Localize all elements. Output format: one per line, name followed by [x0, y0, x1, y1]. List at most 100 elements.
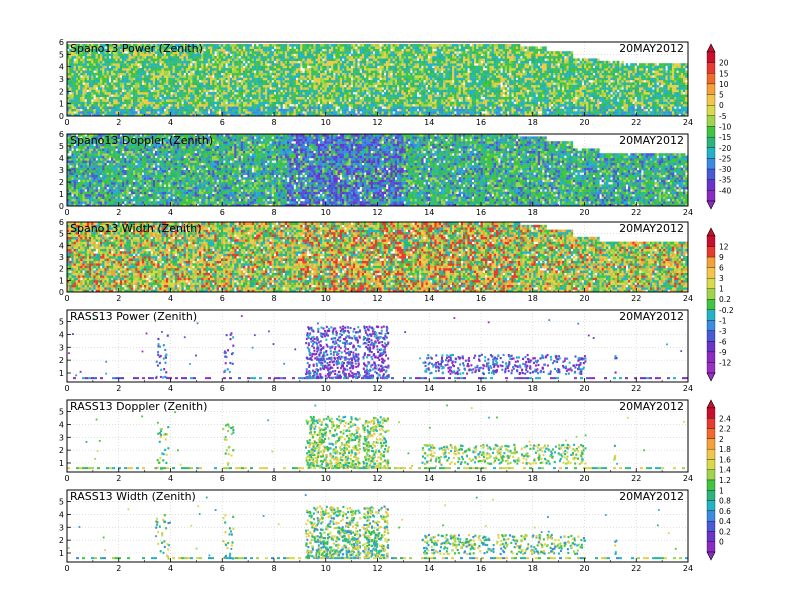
data-cell [327, 49, 329, 52]
data-cell [124, 82, 126, 85]
data-cell [364, 111, 366, 114]
data-cell [379, 63, 381, 66]
data-cell [362, 58, 364, 61]
data-cell [113, 82, 115, 85]
data-cell [366, 56, 368, 59]
data-cell [113, 85, 115, 88]
data-cell [78, 94, 80, 97]
data-cell [294, 111, 296, 114]
data-cell [331, 61, 333, 64]
data-cell [151, 80, 153, 83]
data-cell [124, 87, 126, 90]
data-cell [258, 70, 260, 73]
data-cell [439, 75, 441, 78]
data-cell [267, 68, 269, 71]
data-cell [137, 92, 139, 95]
data-cell [329, 46, 331, 49]
data-cell [309, 85, 311, 88]
data-cell [410, 90, 412, 93]
data-cell [379, 80, 381, 83]
data-cell [360, 102, 362, 105]
data-cell [366, 51, 368, 54]
data-cell [142, 70, 144, 73]
data-cell [126, 92, 128, 95]
data-cell [318, 46, 320, 49]
data-cell [272, 44, 274, 47]
data-cell [177, 63, 179, 66]
data-cell [294, 56, 296, 59]
data-cell [283, 44, 285, 47]
data-cell [192, 97, 194, 100]
data-cell [256, 46, 258, 49]
data-cell [371, 90, 373, 93]
data-cell [153, 102, 155, 105]
data-cell [164, 99, 166, 102]
data-cell [225, 68, 227, 71]
data-cell [98, 63, 100, 66]
data-cell [415, 66, 417, 69]
data-cell [349, 85, 351, 88]
data-cell [318, 63, 320, 66]
data-cell [353, 99, 355, 102]
data-cell [274, 80, 276, 83]
data-cell [140, 97, 142, 100]
data-cell [208, 87, 210, 90]
data-cell [247, 109, 249, 112]
data-cell [199, 63, 201, 66]
data-cell [428, 63, 430, 66]
data-cell [153, 90, 155, 93]
data-cell [210, 66, 212, 69]
data-cell [408, 68, 410, 71]
data-cell [263, 102, 265, 105]
data-cell [346, 99, 348, 102]
data-cell [80, 70, 82, 73]
data-cell [201, 75, 203, 78]
data-cell [283, 90, 285, 93]
data-cell [133, 70, 135, 73]
data-cell [228, 104, 230, 107]
data-cell [140, 82, 142, 85]
data-cell [362, 51, 364, 54]
data-cell [254, 46, 256, 49]
data-cell [368, 102, 370, 105]
data-cell [291, 70, 293, 73]
data-cell [445, 66, 447, 69]
data-cell [129, 63, 131, 66]
data-cell [115, 99, 117, 102]
data-cell [410, 102, 412, 105]
data-cell [177, 90, 179, 93]
data-cell [357, 73, 359, 76]
data-cell [71, 87, 73, 90]
data-cell [283, 58, 285, 61]
data-cell [126, 66, 128, 69]
data-cell [91, 63, 93, 66]
data-cell [364, 82, 366, 85]
data-cell [111, 106, 113, 109]
data-cell [307, 70, 309, 73]
data-cell [267, 73, 269, 76]
data-cell [267, 94, 269, 97]
data-cell [331, 49, 333, 52]
data-cell [195, 82, 197, 85]
data-cell [131, 73, 133, 76]
data-cell [360, 49, 362, 52]
data-cell [395, 102, 397, 105]
data-cell [157, 106, 159, 109]
data-cell [69, 85, 71, 88]
data-cell [291, 97, 293, 100]
data-cell [417, 54, 419, 57]
data-cell [335, 75, 337, 78]
data-cell [309, 58, 311, 61]
data-cell [265, 102, 267, 105]
data-cell [324, 44, 326, 47]
data-cell [236, 80, 238, 83]
data-cell [80, 106, 82, 109]
data-cell [197, 90, 199, 93]
data-cell [346, 104, 348, 107]
data-cell [250, 58, 252, 61]
data-cell [217, 66, 219, 69]
data-cell [421, 70, 423, 73]
data-cell [236, 109, 238, 112]
data-cell [225, 54, 227, 57]
